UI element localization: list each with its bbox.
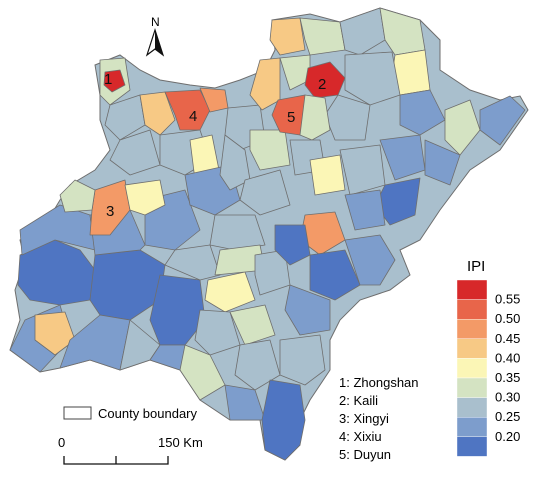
legend-swatch xyxy=(456,358,488,379)
city-labels: 1 2 3 4 5 xyxy=(104,71,326,220)
county xyxy=(59,179,96,213)
county xyxy=(344,234,396,286)
city-number-4: 4 xyxy=(189,108,197,125)
county xyxy=(274,224,311,266)
legend-swatch xyxy=(456,319,488,340)
legend-swatch xyxy=(456,377,488,398)
county xyxy=(234,339,281,391)
boundary-legend: County boundary xyxy=(63,406,198,421)
county xyxy=(479,95,526,146)
county xyxy=(309,249,361,301)
legend-value-label: 0.55 xyxy=(495,292,520,307)
county xyxy=(219,134,251,191)
legend: IPI 0.55 0.50 0.45 0.40 0.35 0.30 0.25 0.20 xyxy=(456,258,520,457)
city-list-item: 1: Zhongshan xyxy=(339,375,419,390)
county xyxy=(269,17,306,56)
north-arrow-fill-icon xyxy=(155,30,163,55)
county xyxy=(299,17,346,56)
city-list-item: 4: Xixiu xyxy=(339,429,382,444)
county xyxy=(344,51,401,106)
city-list-item: 5: Duyun xyxy=(339,447,391,462)
county xyxy=(164,244,221,281)
boundary-legend-label: County boundary xyxy=(98,406,198,421)
city-list-item: 3: Xingyi xyxy=(339,411,389,426)
county xyxy=(399,89,446,136)
county xyxy=(299,94,331,141)
legend-title: IPI xyxy=(467,258,485,275)
scale-start-label: 0 xyxy=(58,435,65,450)
legend-swatch xyxy=(456,397,488,418)
legend-value-label: 0.20 xyxy=(495,429,520,444)
county xyxy=(279,334,326,386)
county xyxy=(179,344,226,401)
legend-swatch xyxy=(456,417,488,438)
legend-value-label: 0.50 xyxy=(495,311,520,326)
county xyxy=(109,129,161,176)
county xyxy=(339,7,386,56)
legend-value-label: 0.30 xyxy=(495,390,520,405)
legend-value-label: 0.35 xyxy=(495,370,520,385)
city-list-item: 2: Kaili xyxy=(339,393,378,408)
county xyxy=(284,284,331,336)
county xyxy=(209,214,266,251)
city-number-1: 1 xyxy=(104,71,112,88)
county xyxy=(261,379,306,461)
county-layer xyxy=(9,7,526,461)
boundary-swatch-icon xyxy=(63,406,92,420)
scale-end-label: 150 Km xyxy=(158,435,203,450)
legend-swatch xyxy=(456,279,488,300)
county xyxy=(104,94,146,141)
legend-swatch xyxy=(456,338,488,359)
county xyxy=(444,99,481,156)
scale-bar: 0 150 Km xyxy=(58,435,203,465)
legend-value-label: 0.45 xyxy=(495,331,520,346)
county xyxy=(139,91,176,136)
legend-swatch xyxy=(456,436,488,457)
county xyxy=(194,309,241,356)
county xyxy=(239,169,291,216)
legend-swatch xyxy=(456,299,488,320)
county xyxy=(424,139,461,186)
city-number-3: 3 xyxy=(106,203,114,220)
legend-value-label: 0.25 xyxy=(495,409,520,424)
city-number-2: 2 xyxy=(318,76,326,93)
county xyxy=(249,57,281,111)
county xyxy=(89,249,166,321)
north-label: N xyxy=(151,15,160,29)
county-zhongshan xyxy=(103,69,126,93)
legend-value-label: 0.40 xyxy=(495,350,520,365)
county xyxy=(124,179,166,216)
county xyxy=(229,304,276,346)
city-number-5: 5 xyxy=(287,109,295,126)
scale-bar-icon xyxy=(63,456,169,465)
city-list: 1: Zhongshan 2: Kaili 3: Xingyi 4: Xixiu… xyxy=(339,375,419,462)
legend-swatches: 0.55 0.50 0.45 0.40 0.35 0.30 0.25 0.20 xyxy=(456,279,520,457)
county xyxy=(204,271,256,313)
north-arrow: N xyxy=(145,15,165,57)
county xyxy=(34,311,76,356)
county xyxy=(344,189,386,231)
county xyxy=(309,154,346,196)
